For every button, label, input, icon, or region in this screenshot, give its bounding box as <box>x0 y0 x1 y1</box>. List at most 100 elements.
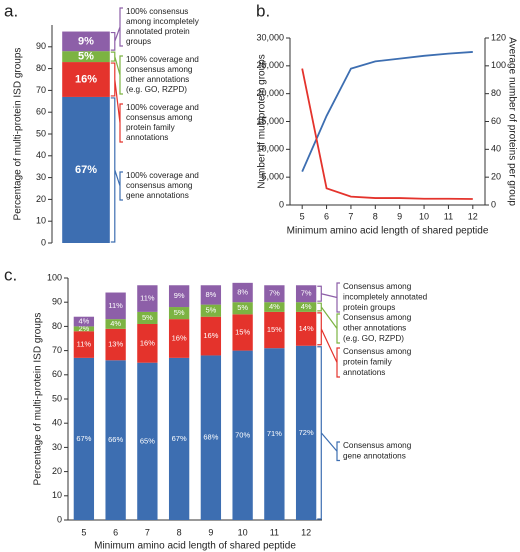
panel-label: c. <box>4 265 17 284</box>
annotation-bracket <box>110 97 123 243</box>
x-tick-label: 10 <box>419 211 429 221</box>
y-tick-label: 70 <box>52 345 62 355</box>
value-label: 5% <box>174 308 185 317</box>
y-axis-label: Number of multiprotein groups <box>257 54 268 189</box>
y2-tick-label: 60 <box>491 116 501 126</box>
value-label: 15% <box>235 327 250 336</box>
x-tick-label: 7 <box>145 527 150 537</box>
y2-tick-label: 40 <box>491 144 501 154</box>
bar-segment <box>105 360 126 520</box>
value-label: 15% <box>267 325 282 334</box>
value-label: 13% <box>108 340 123 349</box>
x-tick-label: 11 <box>444 211 453 221</box>
value-label: 4% <box>269 302 280 311</box>
bar-segment <box>105 292 126 320</box>
annotation-text: Consensus among <box>343 282 412 291</box>
value-label: 72% <box>299 428 314 437</box>
annotation-text: consensus among <box>126 181 193 190</box>
annotation-bracket <box>317 302 340 344</box>
bar-segment <box>295 285 317 303</box>
annotation-text: protein family <box>126 123 176 132</box>
annotation-text: (e.g. GO, RZPD) <box>126 85 187 94</box>
x-tick-label: 9 <box>397 211 402 221</box>
y2-tick-label: 20 <box>491 172 501 182</box>
value-label: 16% <box>140 338 155 347</box>
y-tick-label: 60 <box>36 107 46 117</box>
value-label: 16% <box>203 331 218 340</box>
y-tick-label: 20 <box>36 194 46 204</box>
value-label: 5% <box>205 306 216 315</box>
bar-segment <box>62 96 110 243</box>
annotation-bracket <box>110 51 123 95</box>
y-tick-label: 0 <box>57 514 62 524</box>
annotation-text: groups <box>126 37 151 46</box>
bar-segment <box>137 362 158 520</box>
y2-tick-label: 0 <box>491 199 496 209</box>
annotation-text: protein groups <box>343 303 395 312</box>
x-tick-label: 8 <box>373 211 378 221</box>
annotation-text: Consensus among <box>343 347 412 356</box>
y-tick-label: 30 <box>36 172 46 182</box>
bar-segment <box>137 311 158 324</box>
x-axis-label: Minimum amino acid length of shared pept… <box>287 226 489 237</box>
y-tick-label: 90 <box>52 297 62 307</box>
bar-segment <box>73 326 95 332</box>
y2-tick-label: 100 <box>491 60 506 70</box>
x-tick-label: 6 <box>113 527 118 537</box>
annotation-text: consensus among <box>126 65 193 74</box>
bar-segment <box>73 357 95 520</box>
y-tick-label: 40 <box>52 418 62 428</box>
axes <box>289 38 486 206</box>
annotation-bracket <box>317 312 340 378</box>
y-tick-label: 50 <box>36 128 46 138</box>
value-label: 71% <box>267 429 282 438</box>
bar-segment <box>264 302 285 312</box>
value-label: 9% <box>78 35 94 47</box>
data-line <box>301 51 473 172</box>
y-tick-label: 60 <box>52 369 62 379</box>
x-tick-label: 7 <box>348 211 353 221</box>
annotation-text: Consensus among <box>343 441 412 450</box>
value-label: 4% <box>301 302 312 311</box>
value-label: 67% <box>172 434 187 443</box>
bar-segment <box>200 285 222 305</box>
y-axis-label: Percentage of multi-protein ISD groups <box>33 313 44 486</box>
annotation-bracket <box>110 7 123 51</box>
y-tick-label: 10,000 <box>256 144 284 154</box>
annotation-bracket <box>317 282 340 313</box>
bar-segment <box>200 304 222 317</box>
y-axis-label: Percentage of multi-protein ISD groups <box>13 48 24 221</box>
annotation-text: incompletely annotated <box>343 293 428 302</box>
panel-label: a. <box>4 1 18 20</box>
annotation-text: 100% coverage and <box>126 55 199 64</box>
value-label: 70% <box>235 430 250 439</box>
y-tick-label: 40 <box>36 150 46 160</box>
annotation-text: annotations <box>126 133 168 142</box>
value-label: 66% <box>108 435 123 444</box>
value-label: 5% <box>78 51 94 63</box>
annotation-text: consensus among <box>126 113 193 122</box>
value-label: 11% <box>140 294 155 303</box>
value-label: 11% <box>108 301 123 310</box>
annotation-text: annotated protein <box>126 27 190 36</box>
value-label: 16% <box>172 333 187 342</box>
annotation-bracket <box>110 62 123 143</box>
value-label: 7% <box>269 289 280 298</box>
bar-segment <box>264 311 285 349</box>
x-tick-label: 11 <box>270 527 279 537</box>
x-tick-label: 12 <box>301 527 311 537</box>
value-label: 5% <box>142 313 153 322</box>
bar-segment <box>295 311 317 346</box>
y-tick-label: 15,000 <box>256 116 284 126</box>
value-label: 65% <box>140 436 155 445</box>
y-tick-label: 0 <box>41 237 46 247</box>
x-tick-label: 9 <box>208 527 213 537</box>
y2-tick-label: 120 <box>491 32 506 42</box>
bar-segment <box>200 316 222 356</box>
y-tick-label: 30 <box>52 442 62 452</box>
data-line <box>301 68 473 200</box>
x-tick-label: 5 <box>300 211 305 221</box>
bar-segment <box>168 307 190 320</box>
bar-segment <box>137 323 158 363</box>
